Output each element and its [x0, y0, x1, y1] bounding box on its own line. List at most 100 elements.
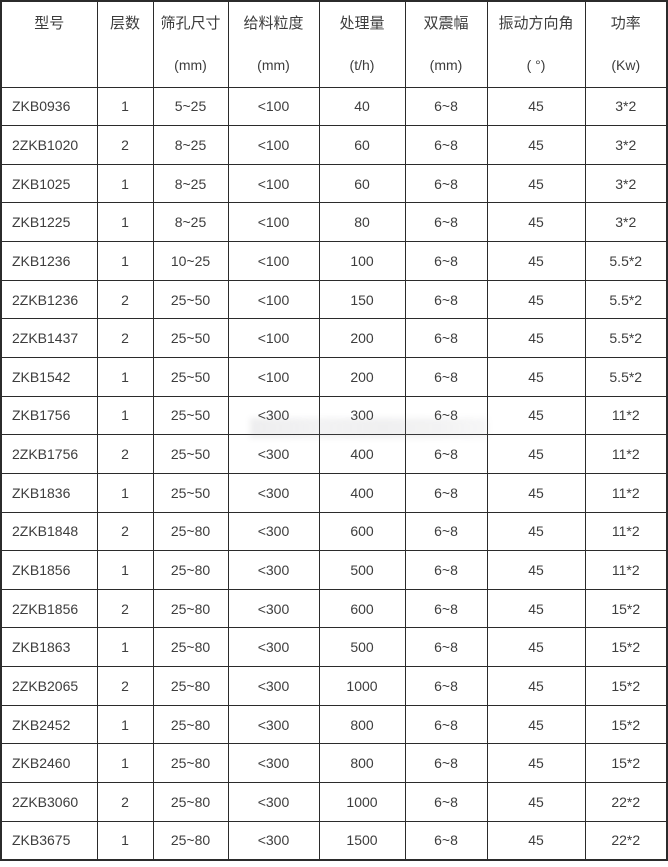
table-row: ZKB1025 1 8~25 <100 60 6~8 45 3*2 [0, 163, 668, 204]
cell-power: 11*2 [584, 472, 668, 513]
cell-vibration-angle: 45 [486, 395, 586, 436]
cell-capacity: 100 [318, 241, 406, 281]
cell-vibration-angle: 45 [486, 163, 586, 204]
cell-layers: 2 [96, 588, 154, 629]
cell-model: 2ZKB3060 [0, 782, 98, 822]
cell-vibration-angle: 45 [486, 279, 586, 320]
cell-vibration-angle: 45 [486, 125, 586, 165]
cell-layers: 1 [96, 820, 154, 861]
cell-amplitude: 6~8 [404, 666, 488, 706]
cell-vibration-angle: 45 [486, 434, 586, 474]
cell-mesh-size: 25~50 [152, 356, 229, 397]
cell-feed-size: <300 [227, 395, 320, 436]
cell-capacity: 800 [318, 704, 406, 745]
table-row: ZKB1236 1 10~25 <100 100 6~8 45 5.5*2 [0, 241, 668, 281]
table-row: ZKB2460 1 25~80 <300 800 6~8 45 15*2 [0, 743, 668, 784]
column-unit-feed-size: (mm) [257, 57, 290, 73]
cell-mesh-size: 25~80 [152, 588, 229, 629]
column-unit-mesh-size: (mm) [174, 57, 207, 73]
column-unit-layers [98, 46, 152, 84]
cell-vibration-angle: 45 [486, 782, 586, 822]
cell-mesh-size: 25~80 [152, 511, 229, 552]
cell-mesh-size: 25~50 [152, 318, 229, 358]
header-cell-feed-size: 给料粒度 (mm) [227, 0, 320, 88]
cell-amplitude: 6~8 [404, 434, 488, 474]
cell-layers: 1 [96, 356, 154, 397]
cell-amplitude: 6~8 [404, 125, 488, 165]
cell-mesh-size: 25~50 [152, 279, 229, 320]
cell-power: 5.5*2 [584, 279, 668, 320]
column-label-capacity: 处理量 [339, 15, 385, 32]
cell-amplitude: 6~8 [404, 356, 488, 397]
column-unit-vibration-angle: ( °) [526, 57, 546, 73]
cell-feed-size: <100 [227, 125, 320, 165]
cell-capacity: 500 [318, 627, 406, 668]
cell-amplitude: 6~8 [404, 202, 488, 243]
column-unit-amplitude: (mm) [429, 57, 463, 73]
cell-layers: 1 [96, 627, 154, 668]
column-label-vibration-angle: 振动方向角 [498, 15, 574, 32]
table-row: 2ZKB1437 2 25~50 <100 200 6~8 45 5.5*2 [0, 318, 668, 358]
cell-amplitude: 6~8 [404, 86, 488, 127]
cell-power: 5.5*2 [584, 241, 668, 281]
cell-vibration-angle: 45 [486, 318, 586, 358]
cell-mesh-size: 25~80 [152, 704, 229, 745]
cell-feed-size: <100 [227, 356, 320, 397]
cell-layers: 1 [96, 202, 154, 243]
cell-layers: 2 [96, 125, 154, 165]
cell-layers: 1 [96, 395, 154, 436]
cell-feed-size: <100 [227, 279, 320, 320]
cell-model: 2ZKB1236 [0, 279, 98, 320]
cell-capacity: 40 [318, 86, 406, 127]
cell-layers: 1 [96, 472, 154, 513]
cell-power: 3*2 [584, 202, 668, 243]
cell-feed-size: <300 [227, 820, 320, 861]
header-cell-mesh-size: 筛孔尺寸 (mm) [152, 0, 229, 88]
cell-model: ZKB0936 [0, 86, 98, 127]
cell-feed-size: <300 [227, 511, 320, 552]
cell-capacity: 600 [318, 588, 406, 629]
cell-amplitude: 6~8 [404, 743, 488, 784]
cell-capacity: 300 [318, 395, 406, 436]
cell-feed-size: <100 [227, 86, 320, 127]
cell-capacity: 800 [318, 743, 406, 784]
cell-vibration-angle: 45 [486, 820, 586, 861]
cell-feed-size: <300 [227, 627, 320, 668]
cell-vibration-angle: 45 [486, 627, 586, 668]
column-label-mesh-size: 筛孔尺寸 [160, 15, 221, 32]
cell-model: 2ZKB1756 [0, 434, 98, 474]
cell-layers: 2 [96, 279, 154, 320]
cell-amplitude: 6~8 [404, 704, 488, 745]
cell-layers: 1 [96, 704, 154, 745]
cell-vibration-angle: 45 [486, 86, 586, 127]
cell-power: 15*2 [584, 743, 668, 784]
cell-amplitude: 6~8 [404, 511, 488, 552]
cell-model: ZKB1542 [0, 356, 98, 397]
cell-capacity: 60 [318, 163, 406, 204]
cell-mesh-size: 25~80 [152, 782, 229, 822]
header-cell-amplitude: 双震幅 (mm) [404, 0, 488, 88]
table-row: 2ZKB1756 2 25~50 <300 400 6~8 45 11*2 [0, 434, 668, 474]
header-cell-power: 功率 (Kw) [584, 0, 668, 88]
column-label-layers: 层数 [109, 15, 140, 32]
cell-feed-size: <100 [227, 241, 320, 281]
cell-capacity: 1500 [318, 820, 406, 861]
table-row: ZKB1856 1 25~80 <300 500 6~8 45 11*2 [0, 550, 668, 590]
column-unit-model [2, 46, 96, 84]
cell-feed-size: <300 [227, 666, 320, 706]
cell-power: 15*2 [584, 588, 668, 629]
column-unit-power: (Kw) [611, 57, 641, 73]
cell-mesh-size: 25~80 [152, 666, 229, 706]
cell-feed-size: <100 [227, 163, 320, 204]
cell-layers: 1 [96, 163, 154, 204]
cell-power: 15*2 [584, 704, 668, 745]
cell-capacity: 60 [318, 125, 406, 165]
cell-power: 22*2 [584, 820, 668, 861]
cell-vibration-angle: 45 [486, 511, 586, 552]
cell-model: 2ZKB1437 [0, 318, 98, 358]
cell-amplitude: 6~8 [404, 472, 488, 513]
header-row: 型号 层数 筛孔尺寸 (mm) 给料粒度 (mm) 处理量 (t/h) 双震幅 (mm) 振动方向角… [0, 0, 668, 88]
cell-model: 2ZKB1020 [0, 125, 98, 165]
